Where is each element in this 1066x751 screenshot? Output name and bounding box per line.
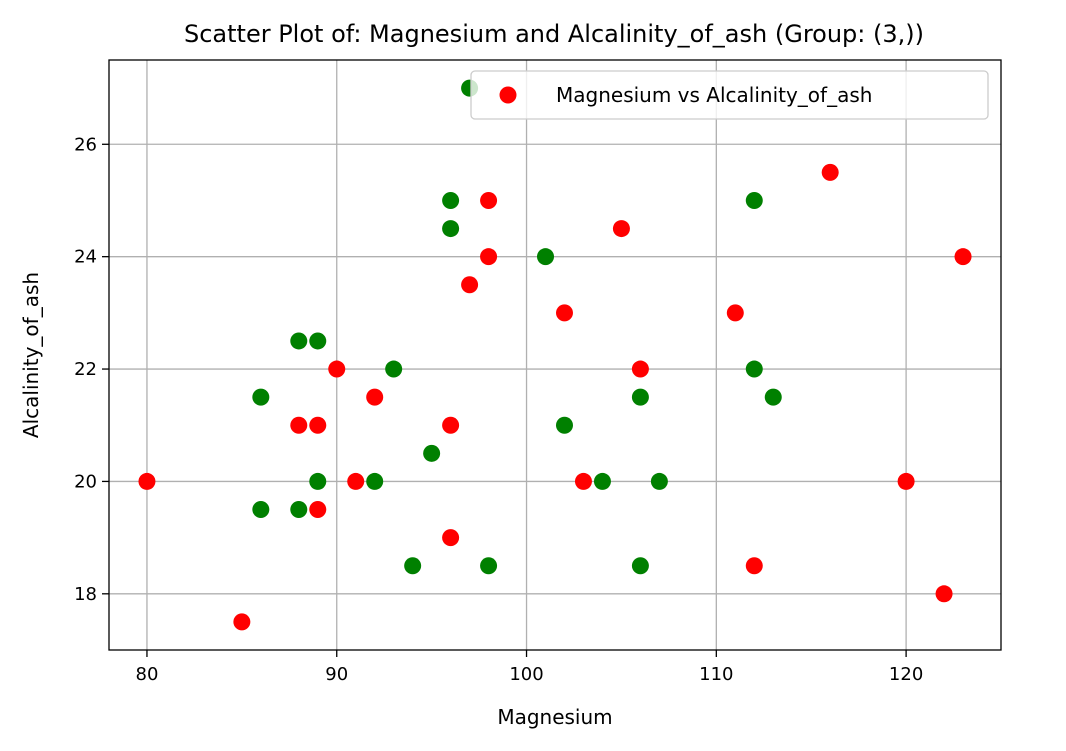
y-tick-label: 24 — [74, 247, 97, 268]
y-tick-label: 26 — [74, 134, 97, 155]
legend: Magnesium vs Alcalinity_of_ash — [470, 70, 989, 120]
data-point — [252, 388, 270, 406]
plot-frame — [108, 59, 1002, 651]
data-point — [745, 191, 763, 209]
data-point — [631, 360, 649, 378]
y-tick-label: 20 — [74, 471, 97, 492]
data-point — [650, 472, 668, 490]
data-point — [290, 416, 308, 434]
x-axis-label: Magnesium — [497, 705, 612, 729]
y-tick-label: 22 — [74, 359, 97, 380]
data-point — [385, 360, 403, 378]
data-point — [764, 388, 782, 406]
chart-title: Scatter Plot of: Magnesium and Alcalinit… — [184, 20, 924, 48]
data-point — [555, 416, 573, 434]
data-point — [821, 163, 839, 181]
legend-label: Magnesium vs Alcalinity_of_ash — [556, 83, 872, 107]
data-point — [423, 444, 441, 462]
grid-lines — [109, 60, 1001, 650]
data-point — [461, 276, 479, 294]
data-point — [366, 472, 384, 490]
data-point — [935, 585, 953, 603]
data-point — [442, 416, 460, 434]
data-point — [612, 220, 630, 238]
data-point — [555, 304, 573, 322]
data-point — [480, 557, 498, 575]
data-points — [138, 79, 972, 631]
data-point — [574, 472, 592, 490]
data-point — [480, 191, 498, 209]
data-point — [328, 360, 346, 378]
data-point — [954, 248, 972, 266]
y-tick-label: 18 — [74, 584, 97, 605]
data-point — [290, 501, 308, 519]
x-tick-label: 80 — [136, 664, 159, 685]
data-point — [537, 248, 555, 266]
data-point — [290, 332, 308, 350]
data-point — [233, 613, 251, 631]
data-point — [593, 472, 611, 490]
data-point — [745, 360, 763, 378]
data-point — [631, 557, 649, 575]
data-point — [745, 557, 763, 575]
legend-box — [470, 70, 989, 120]
data-point — [309, 416, 327, 434]
data-point — [366, 388, 384, 406]
data-point — [442, 220, 460, 238]
data-point — [404, 557, 422, 575]
data-point — [442, 529, 460, 547]
x-tick-label: 100 — [509, 664, 543, 685]
data-point — [480, 248, 498, 266]
data-point — [897, 472, 915, 490]
data-point — [631, 388, 649, 406]
data-point — [442, 191, 460, 209]
data-point — [309, 501, 327, 519]
x-tick-label: 110 — [699, 664, 733, 685]
data-point — [309, 472, 327, 490]
data-point — [347, 472, 365, 490]
y-axis-label: Alcalinity_of_ash — [19, 272, 43, 438]
data-point — [138, 472, 156, 490]
data-point — [726, 304, 744, 322]
data-point — [252, 501, 270, 519]
axis-ticks: 80 90 100 110 120 18 20 22 24 26 — [74, 134, 923, 685]
x-tick-label: 120 — [889, 664, 923, 685]
x-tick-label: 90 — [325, 664, 348, 685]
data-point — [309, 332, 327, 350]
legend-marker — [499, 86, 517, 104]
